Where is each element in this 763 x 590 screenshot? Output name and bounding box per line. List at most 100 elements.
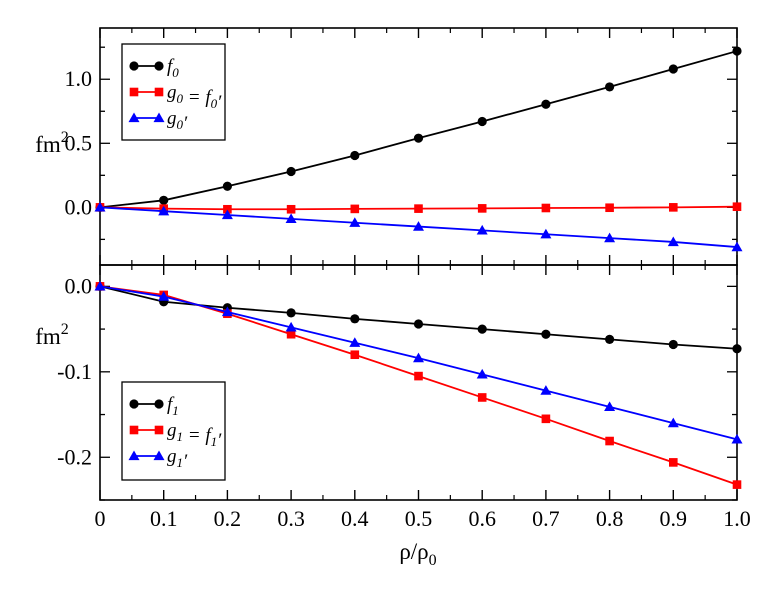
top-series-0-point-8 xyxy=(605,82,615,92)
top-legend-label-1-part-1: 0 xyxy=(177,91,184,106)
x-tick-label-5: 0.5 xyxy=(405,506,433,531)
bottom-series-0-point-7 xyxy=(541,329,551,339)
top-series-0-point-7 xyxy=(541,99,551,109)
bottom-legend-label-2: g1′ xyxy=(167,446,188,472)
top-series-0-point-9 xyxy=(668,64,678,74)
top-legend-label-1-part-4: ′ xyxy=(217,92,222,113)
top-series-2-point-6 xyxy=(476,224,488,235)
bottom-series-2-point-2 xyxy=(221,306,233,317)
bottom-series-1-point-6 xyxy=(477,393,487,402)
x-axis: 0 0.1 0.2 0.3 0.4 0.5 0.6 0.7 0.8 0.9 1.0ρ/ρ0 xyxy=(95,506,751,569)
x-tick-label-3: 0.3 xyxy=(277,506,305,531)
bottom-series-2-point-10 xyxy=(731,433,743,444)
bottom-series-2-point-0 xyxy=(94,280,106,291)
top-legend-label-0: f0 xyxy=(167,56,179,80)
bottom-legend-marker-right-1 xyxy=(154,425,164,435)
bottom-legend-label-2-part-1: 1 xyxy=(177,455,184,470)
top-legend-label-1: g0 = f0′ xyxy=(167,82,222,113)
top-legend-label-0-part-0: f xyxy=(167,56,175,77)
bottom-legend-box xyxy=(121,381,226,481)
top-series-2-point-4 xyxy=(349,217,361,227)
bottom-series-1-point-9 xyxy=(669,458,678,467)
top-legend-label-1-part-0: g xyxy=(167,82,177,103)
x-tick-label-6: 0.6 xyxy=(468,506,496,531)
bottom-y-axis-label-sup: 2 xyxy=(61,321,69,338)
bottom-series-1-point-4 xyxy=(350,350,360,360)
x-tick-label-2: 0.2 xyxy=(214,506,242,531)
top-y-axis-label: fm2 xyxy=(35,129,69,157)
bottom-ytick-label-2: 0.0 xyxy=(65,273,93,298)
top-series-1-point-2 xyxy=(223,204,232,214)
bottom-legend-label-0-part-0: f xyxy=(167,394,175,415)
top-series-0-point-10 xyxy=(732,46,742,56)
top-ytick-label-1: 0.5 xyxy=(65,130,93,155)
bottom-series-2-point-1 xyxy=(158,291,170,301)
bottom-series-1-point-8 xyxy=(605,436,614,446)
bottom-series-0-point-6 xyxy=(477,324,487,334)
bottom-legend-label-0-part-1: 1 xyxy=(172,403,179,418)
x-tick-label-1: 0.1 xyxy=(150,506,178,531)
bottom-y-axis-label: fm2 xyxy=(35,321,69,349)
top-series-0-point-6 xyxy=(477,116,487,127)
bottom-legend-marker-left-1 xyxy=(129,425,139,435)
top-series-1-point-10 xyxy=(732,202,742,212)
top-y-axis-label-sup: 2 xyxy=(61,129,69,146)
top-ytick-label-0: 0.0 xyxy=(65,194,93,219)
top-y-axis-label-base: fm xyxy=(35,132,61,157)
x-axis-label-base: ρ/ρ xyxy=(399,539,428,564)
bottom-legend-label-1-part-2: = f xyxy=(183,425,213,446)
bottom-series-0-point-5 xyxy=(413,319,424,329)
bottom-legend-label-1: g1 = f1′ xyxy=(167,420,222,451)
bottom-legend-label-2-part-0: g xyxy=(167,446,177,467)
bottom-series-2-point-8 xyxy=(604,401,616,411)
bottom-legend-label-1-part-1: 1 xyxy=(177,429,184,444)
x-tick-label-10: 1.0 xyxy=(723,506,751,531)
top-series-1-point-9 xyxy=(669,203,678,212)
bottom-legend-marker-right-2 xyxy=(153,450,165,461)
top-series-0-point-1 xyxy=(159,195,169,205)
bottom-series-1-point-3 xyxy=(286,329,296,339)
x-tick-label-4: 0.4 xyxy=(341,506,369,531)
bottom-y-axis-label-base: fm xyxy=(35,324,61,349)
bottom-series-0-point-3 xyxy=(286,308,296,318)
x-tick-label-8: 0.8 xyxy=(596,506,624,531)
top-legend-label-1-part-3: 0 xyxy=(211,96,218,111)
top-legend-marker-right-0 xyxy=(154,61,164,71)
top-series-2-point-2 xyxy=(221,209,233,220)
x-axis-label: ρ/ρ0 xyxy=(399,539,436,569)
top-legend-label-2-part-1: 0 xyxy=(177,117,184,132)
top-legend-marker-left-1 xyxy=(129,87,139,97)
top-series-0-point-2 xyxy=(222,181,232,191)
bottom-series-2-point-3 xyxy=(285,321,297,332)
top-series-1-point-3 xyxy=(286,204,296,214)
bottom-series-0-point-8 xyxy=(605,334,615,344)
top-legend-label-2-part-0: g xyxy=(167,108,177,129)
bottom-legend-marker-left-2 xyxy=(128,450,140,461)
x-tick-label-0: 0 xyxy=(95,506,106,531)
top-series-1-point-6 xyxy=(477,204,487,213)
top-series-1-point-5 xyxy=(414,204,423,213)
bottom-series-1-point-10 xyxy=(732,480,742,489)
top-legend-label-2: g0′ xyxy=(167,108,188,134)
top-legend-marker-right-1 xyxy=(154,87,164,97)
top-series-2-point-5 xyxy=(413,221,424,231)
bottom-ytick-label-0: -0.2 xyxy=(57,444,92,469)
top-legend-marker-left-0 xyxy=(129,61,139,71)
bottom-series-2-point-7 xyxy=(540,385,552,395)
x-axis-label-sub: 0 xyxy=(429,552,437,569)
top-series-0-point-5 xyxy=(413,133,424,143)
bottom-series-2-point-9 xyxy=(667,417,679,428)
top-legend-label-0-part-1: 0 xyxy=(172,65,179,80)
bottom-legend-label-0: f1 xyxy=(167,394,179,418)
top-series-2-point-0 xyxy=(94,201,106,212)
top-series-2-point-1 xyxy=(158,205,170,216)
bottom-series-0-point-4 xyxy=(350,314,360,324)
top-series-0-point-3 xyxy=(286,166,296,177)
bottom-legend-marker-right-0 xyxy=(154,399,164,409)
bottom-legend-label-1-part-3: 1 xyxy=(211,434,218,449)
bottom-series-2-point-5 xyxy=(413,352,424,363)
bottom-legend-marker-left-0 xyxy=(129,399,139,409)
bottom-series-0-point-10 xyxy=(732,344,742,354)
